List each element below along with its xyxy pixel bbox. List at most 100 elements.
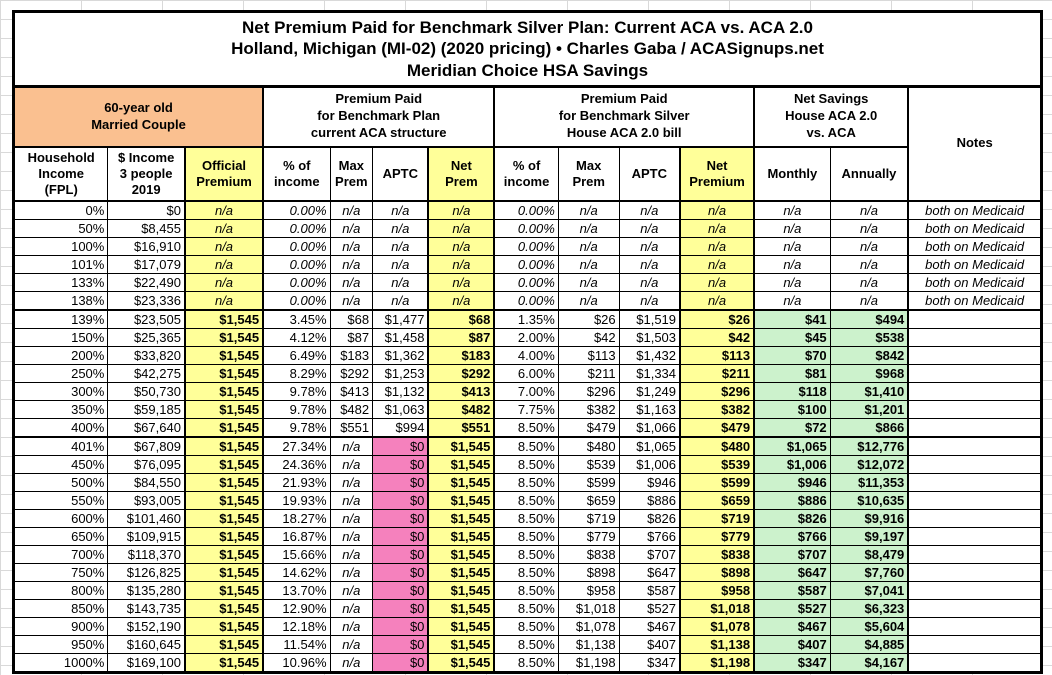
cell-savings-annually[interactable]: $4,885 — [829, 634, 909, 654]
cell-aca-pct-of-income[interactable]: 10.96% — [262, 652, 331, 673]
cell-aca-max-prem[interactable]: n/a — [329, 436, 374, 456]
cell-income[interactable]: $126,825 — [107, 562, 186, 582]
cell-aca20-net-premium[interactable]: $382 — [679, 399, 755, 419]
cell-aca20-aptc[interactable]: $347 — [618, 652, 681, 673]
cell-aca-net-prem[interactable]: $87 — [427, 327, 495, 347]
cell-aca-max-prem[interactable]: n/a — [329, 544, 374, 564]
cell-aca-max-prem[interactable]: $292 — [329, 363, 374, 383]
cell-notes[interactable] — [907, 472, 1043, 492]
cell-aca20-aptc[interactable]: $1,503 — [618, 327, 681, 347]
cell-aca20-net-premium[interactable]: $26 — [679, 309, 755, 329]
cell-aca-pct-of-income[interactable]: 0.00% — [262, 236, 331, 256]
cell-aca20-pct-of-income[interactable]: 8.50% — [493, 652, 559, 673]
cell-aca-pct-of-income[interactable]: 16.87% — [262, 526, 331, 546]
cell-aca-net-prem[interactable]: n/a — [427, 236, 495, 256]
cell-aca-pct-of-income[interactable]: 4.12% — [262, 327, 331, 347]
cell-aca-max-prem[interactable]: n/a — [329, 454, 374, 474]
cell-savings-monthly[interactable]: $118 — [753, 381, 831, 401]
cell-official-premium[interactable]: $1,545 — [183, 436, 264, 456]
cell-fpl[interactable]: 1000% — [12, 652, 109, 673]
cell-savings-annually[interactable]: $842 — [829, 345, 909, 365]
cell-aca-aptc[interactable]: $0 — [372, 580, 429, 600]
cell-aca20-max-prem[interactable]: $1,018 — [557, 598, 620, 618]
cell-notes[interactable] — [907, 345, 1043, 365]
cell-aca20-net-premium[interactable]: $898 — [679, 562, 755, 582]
cell-savings-monthly[interactable]: $826 — [753, 508, 831, 528]
cell-aca-max-prem[interactable]: $87 — [329, 327, 374, 347]
cell-aca20-net-premium[interactable]: $659 — [679, 490, 755, 510]
cell-savings-monthly[interactable]: $886 — [753, 490, 831, 510]
cell-savings-annually[interactable]: n/a — [829, 236, 909, 256]
cell-savings-monthly[interactable]: $41 — [753, 309, 831, 329]
cell-aca20-net-premium[interactable]: $599 — [679, 472, 755, 492]
cell-aca-net-prem[interactable]: $1,545 — [427, 472, 495, 492]
cell-aca20-aptc[interactable]: $1,249 — [618, 381, 681, 401]
cell-aca20-net-premium[interactable]: n/a — [679, 272, 755, 292]
cell-aca-pct-of-income[interactable]: 9.78% — [262, 381, 331, 401]
cell-aca20-net-premium[interactable]: $958 — [679, 580, 755, 600]
cell-income[interactable]: $135,280 — [107, 580, 186, 600]
cell-aca20-aptc[interactable]: $707 — [618, 544, 681, 564]
cell-notes[interactable] — [907, 544, 1043, 564]
cell-aca20-net-premium[interactable]: $539 — [679, 454, 755, 474]
cell-fpl[interactable]: 700% — [12, 544, 109, 564]
cell-aca-net-prem[interactable]: $1,545 — [427, 436, 495, 456]
cell-notes[interactable]: both on Medicaid — [907, 254, 1043, 274]
cell-income[interactable]: $101,460 — [107, 508, 186, 528]
cell-aca20-aptc[interactable]: $527 — [618, 598, 681, 618]
cell-notes[interactable] — [907, 327, 1043, 347]
cell-official-premium[interactable]: n/a — [183, 218, 264, 238]
cell-notes[interactable] — [907, 598, 1043, 618]
cell-aca-max-prem[interactable]: n/a — [329, 562, 374, 582]
cell-aca-max-prem[interactable]: n/a — [329, 200, 374, 220]
cell-aca20-max-prem[interactable]: $382 — [557, 399, 620, 419]
cell-aca20-net-premium[interactable]: $113 — [679, 345, 755, 365]
cell-income[interactable]: $23,505 — [107, 309, 186, 329]
cell-income[interactable]: $42,275 — [107, 363, 186, 383]
cell-savings-monthly[interactable]: $1,065 — [753, 436, 831, 456]
cell-savings-annually[interactable]: $6,323 — [829, 598, 909, 618]
cell-savings-annually[interactable]: n/a — [829, 218, 909, 238]
cell-official-premium[interactable]: $1,545 — [183, 544, 264, 564]
cell-aca-aptc[interactable]: n/a — [372, 218, 429, 238]
cell-aca-aptc[interactable]: $1,458 — [372, 327, 429, 347]
cell-aca20-pct-of-income[interactable]: 2.00% — [493, 327, 559, 347]
cell-aca20-max-prem[interactable]: n/a — [557, 254, 620, 274]
column-header-official-premium[interactable]: Official Premium — [183, 146, 264, 202]
cell-aca-net-prem[interactable]: $482 — [427, 399, 495, 419]
cell-savings-annually[interactable]: $494 — [829, 309, 909, 329]
cell-savings-annually[interactable]: $9,916 — [829, 508, 909, 528]
cell-aca20-max-prem[interactable]: $1,198 — [557, 652, 620, 673]
cell-income[interactable]: $143,735 — [107, 598, 186, 618]
cell-fpl[interactable]: 750% — [12, 562, 109, 582]
cell-official-premium[interactable]: $1,545 — [183, 472, 264, 492]
column-header-aca20-max-prem[interactable]: Max Prem — [557, 146, 620, 202]
cell-aca20-pct-of-income[interactable]: 0.00% — [493, 218, 559, 238]
cell-aca-pct-of-income[interactable]: 0.00% — [262, 200, 331, 220]
column-header-aca20-pct-of-income[interactable]: % of income — [493, 146, 559, 202]
cell-aca20-max-prem[interactable]: $42 — [557, 327, 620, 347]
cell-aca-net-prem[interactable]: $1,545 — [427, 580, 495, 600]
cell-aca-net-prem[interactable]: $1,545 — [427, 454, 495, 474]
cell-savings-annually[interactable]: $11,353 — [829, 472, 909, 492]
cell-fpl[interactable]: 150% — [12, 327, 109, 347]
cell-savings-annually[interactable]: n/a — [829, 254, 909, 274]
cell-savings-monthly[interactable]: $70 — [753, 345, 831, 365]
cell-aca-aptc[interactable]: $994 — [372, 417, 429, 438]
cell-savings-monthly[interactable]: n/a — [753, 218, 831, 238]
cell-savings-monthly[interactable]: $527 — [753, 598, 831, 618]
cell-savings-monthly[interactable]: $1,006 — [753, 454, 831, 474]
cell-fpl[interactable]: 101% — [12, 254, 109, 274]
cell-aca-net-prem[interactable]: $1,545 — [427, 634, 495, 654]
cell-aca20-aptc[interactable]: $1,432 — [618, 345, 681, 365]
cell-notes[interactable] — [907, 490, 1043, 510]
cell-aca20-pct-of-income[interactable]: 7.75% — [493, 399, 559, 419]
cell-savings-monthly[interactable]: $407 — [753, 634, 831, 654]
cell-official-premium[interactable]: $1,545 — [183, 345, 264, 365]
cell-aca20-pct-of-income[interactable]: 4.00% — [493, 345, 559, 365]
cell-aca20-net-premium[interactable]: n/a — [679, 290, 755, 311]
cell-savings-monthly[interactable]: $766 — [753, 526, 831, 546]
cell-aca20-pct-of-income[interactable]: 0.00% — [493, 290, 559, 311]
cell-income[interactable]: $160,645 — [107, 634, 186, 654]
cell-aca-max-prem[interactable]: $68 — [329, 309, 374, 329]
